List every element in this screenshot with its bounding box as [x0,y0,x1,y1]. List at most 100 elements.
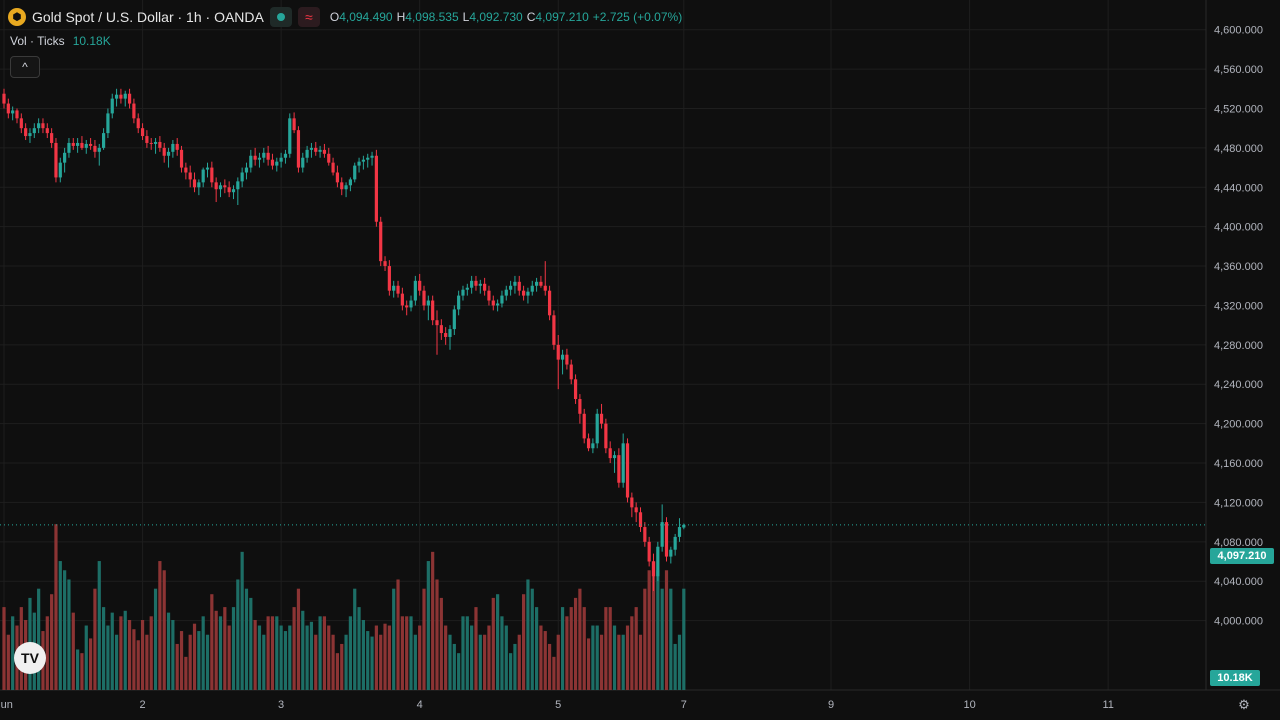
volume-bar [361,620,365,690]
tradingview-logo-icon[interactable]: TV [14,642,46,674]
volume-bar [6,634,10,690]
volume-label[interactable]: Vol · Ticks [10,34,65,48]
candle-body [283,153,288,158]
candle-body [2,93,6,104]
volume-bar [231,607,236,690]
collapse-legend-button[interactable]: ^ [10,56,40,78]
volume-bar [67,579,71,690]
volume-bar [322,616,327,690]
candle-body [530,285,534,292]
change-value: +2.725 (+0.07%) [592,10,683,24]
candle-body [15,110,19,119]
candle-body [205,167,210,170]
symbol-title[interactable]: Gold Spot / U.S. Dollar · 1h · OANDA [32,9,264,25]
candle-body [517,281,521,291]
volume-bar [400,616,404,690]
volume-bar [573,597,578,690]
volume-bar [448,634,452,690]
candle-body [522,290,526,296]
volume-bar [318,616,322,690]
candle-body [218,185,223,190]
candle-body [106,113,110,134]
candle-body [560,354,565,360]
time-axis[interactable]: Jun 2 3 4 5 7 9 10 11 [0,699,1114,711]
volume-bar [509,653,513,690]
volume-bar [140,620,145,690]
candle-body [348,179,352,186]
volume-bar [405,616,409,690]
candle-body [149,142,153,144]
volume-bar [101,607,106,690]
candle-body [474,280,478,286]
volume-bar [465,616,469,690]
candle-body [136,118,140,129]
candle-body [591,443,595,449]
volume-bar [223,607,227,690]
candle-body [483,283,487,291]
volume-bar [638,634,643,690]
candle-body [236,181,240,190]
candle-body [504,289,508,296]
candle-body [97,147,101,152]
open-value: 4,094.490 [339,10,393,24]
volume-bar [617,634,621,690]
time-tick-label: 10 [963,699,975,711]
candle-body [270,159,275,166]
candle-body [435,320,439,326]
candle-body [625,443,630,498]
candle-body [188,172,192,180]
volume-bar [283,631,288,690]
volume-bar [474,607,478,690]
volume-bar [612,625,617,690]
price-tick-label: 4,000.000 [1214,616,1263,628]
candle-body [331,162,335,173]
candle-body [54,142,58,178]
candle-body [67,142,71,153]
volume-bar [192,623,197,690]
candle-body [327,153,331,163]
candle-body [383,261,387,267]
volume-bar [288,625,292,690]
candle-body [132,103,136,119]
settings-gear-icon[interactable]: ⚙ [1238,697,1250,712]
candle-body [24,128,28,137]
candle-body [539,281,543,286]
candle-body [418,280,422,291]
volume-bar [292,607,296,690]
volume-bar [188,634,192,690]
volume-bar [470,625,474,690]
candle-body [227,187,231,193]
time-tick-label: 9 [828,699,834,711]
volume-bar [244,588,249,690]
price-axis[interactable]: 4,000.000 4,040.000 4,080.000 4,120.000 4,16… [1214,25,1263,628]
volume-bar [266,616,270,690]
close-label: C [526,10,536,24]
volume-bar [171,620,175,690]
price-tick-label: 4,600.000 [1214,25,1263,37]
candle-body [405,305,409,308]
volume-bar [604,607,608,690]
volume-bar [383,623,387,690]
candle-body [608,448,612,459]
candle-body [634,507,638,513]
candle-body [50,133,54,143]
volume-bar [431,551,435,690]
candle-body [422,290,426,306]
candle-body [296,130,301,168]
candle-body [305,149,309,158]
candle-body [431,300,435,321]
candle-body [500,295,504,304]
candle-body [387,266,391,291]
candle-body [400,293,404,306]
time-tick-label: 3 [278,699,284,711]
volume-bar [314,634,318,690]
delayed-wave-icon[interactable]: ≈ [297,7,320,27]
volume-bar [37,588,41,690]
volume-bar [569,607,573,690]
candle-body [374,155,378,222]
market-open-dot-icon[interactable] [269,7,292,27]
volume-bar [136,640,140,690]
price-tick-label: 4,160.000 [1214,458,1263,470]
candle-body [444,333,448,337]
